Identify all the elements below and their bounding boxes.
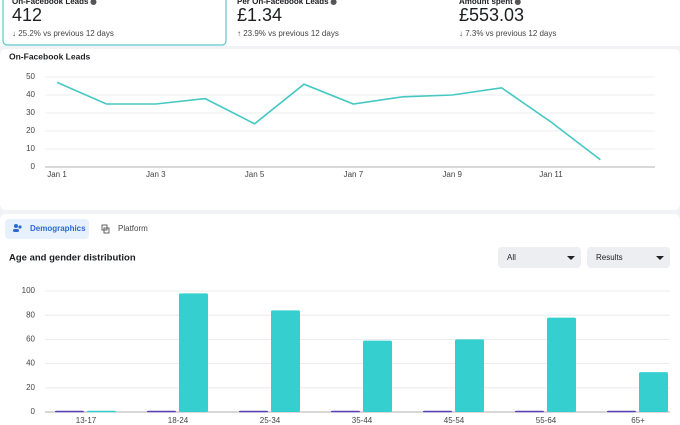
card-label: On-Facebook Leads bbox=[12, 0, 89, 6]
y-tick-label: 100 bbox=[22, 286, 36, 295]
bar bbox=[515, 410, 544, 413]
x-tick-label: 55-64 bbox=[536, 416, 557, 425]
people-icon bbox=[13, 224, 22, 232]
dropdown[interactable] bbox=[587, 247, 670, 268]
card-value: £553.03 bbox=[459, 5, 524, 25]
card-label: Per On-Facebook Leads bbox=[237, 0, 329, 6]
caret bbox=[567, 256, 575, 260]
info-icon bbox=[514, 0, 521, 5]
card-value: 412 bbox=[12, 5, 42, 25]
bar bbox=[271, 310, 300, 412]
dropdown-label[interactable]: All bbox=[507, 253, 516, 262]
x-tick-label: Jan 9 bbox=[442, 170, 462, 179]
x-tick-label: Jan 5 bbox=[245, 170, 265, 179]
bar bbox=[547, 317, 576, 412]
x-tick-label: 18-24 bbox=[168, 416, 189, 425]
bar bbox=[239, 410, 268, 413]
bar bbox=[87, 410, 116, 413]
x-tick-label: Jan 7 bbox=[344, 170, 364, 179]
bar-panel bbox=[0, 214, 680, 425]
y-tick-label: 20 bbox=[26, 126, 35, 135]
dropdown[interactable] bbox=[498, 247, 581, 268]
bar bbox=[455, 339, 484, 412]
card-label: Amount spent bbox=[459, 0, 513, 6]
bar bbox=[423, 410, 452, 413]
bar-title: Age and gender distribution bbox=[9, 253, 136, 264]
bar bbox=[331, 410, 360, 413]
line-panel bbox=[0, 49, 680, 210]
card-change: ↓ 7.3% vs previous 12 days bbox=[459, 29, 556, 38]
x-tick-label: 65+ bbox=[631, 416, 645, 425]
tab-active[interactable] bbox=[5, 219, 89, 239]
x-tick-label: 13-17 bbox=[76, 416, 97, 425]
y-tick-label: 10 bbox=[26, 144, 35, 153]
line bbox=[56, 81, 601, 161]
x-tick-label: Jan 11 bbox=[539, 170, 563, 179]
card-value: £1.34 bbox=[237, 5, 282, 25]
x-tick-label: 45-54 bbox=[444, 416, 465, 425]
x-tick-label: 35-44 bbox=[352, 416, 373, 425]
line-title: On-Facebook Leads bbox=[9, 51, 91, 61]
y-tick-label: 30 bbox=[26, 108, 35, 117]
y-tick-label: 80 bbox=[26, 310, 35, 319]
bar bbox=[607, 410, 636, 413]
selected-card[interactable] bbox=[2, 0, 227, 46]
y-tick-label: 60 bbox=[26, 335, 35, 344]
info-icon bbox=[330, 0, 337, 5]
x-tick-label: Jan 3 bbox=[146, 170, 166, 179]
bar bbox=[55, 410, 84, 413]
y-tick-label: 20 bbox=[26, 383, 35, 392]
platform-icon bbox=[101, 224, 110, 234]
bar bbox=[179, 293, 208, 412]
x-tick-label: 25-34 bbox=[260, 416, 281, 425]
bar bbox=[363, 340, 392, 412]
info-icon bbox=[90, 0, 97, 5]
card-change: ↓ 25.2% vs previous 12 days bbox=[12, 29, 114, 38]
bar bbox=[147, 410, 176, 413]
y-tick-label: 0 bbox=[31, 162, 36, 171]
y-tick-label: 50 bbox=[26, 72, 35, 81]
tab[interactable]: Platform bbox=[118, 224, 148, 233]
y-tick-label: 0 bbox=[31, 407, 36, 416]
x-tick-label: Jan 1 bbox=[47, 170, 67, 179]
tab[interactable]: Demographics bbox=[30, 224, 86, 233]
card-change: ↑ 23.9% vs previous 12 days bbox=[237, 29, 339, 38]
y-tick-label: 40 bbox=[26, 90, 35, 99]
bar bbox=[639, 372, 668, 412]
y-tick-label: 40 bbox=[26, 359, 35, 368]
caret bbox=[656, 256, 664, 260]
dropdown-label[interactable]: Results bbox=[596, 253, 623, 262]
